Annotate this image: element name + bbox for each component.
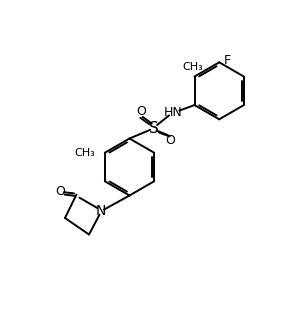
Text: S: S xyxy=(149,120,159,135)
Text: O: O xyxy=(137,105,147,118)
Text: O: O xyxy=(165,134,175,147)
Text: HN: HN xyxy=(163,106,182,119)
Text: CH₃: CH₃ xyxy=(183,62,203,72)
Text: O: O xyxy=(55,185,65,198)
Text: F: F xyxy=(224,54,231,67)
Text: CH₃: CH₃ xyxy=(74,148,95,158)
Text: N: N xyxy=(96,204,106,218)
